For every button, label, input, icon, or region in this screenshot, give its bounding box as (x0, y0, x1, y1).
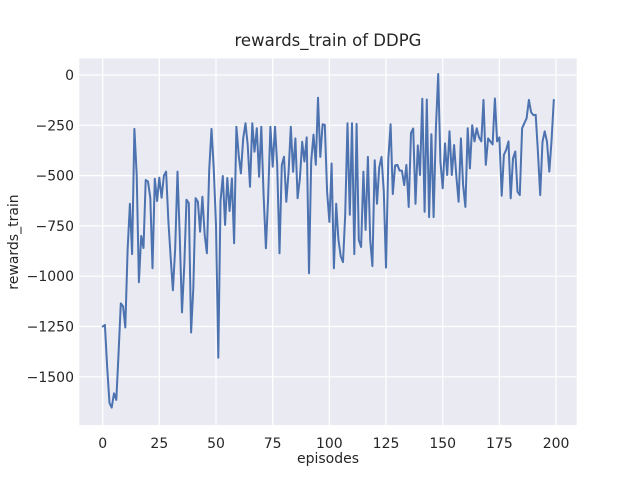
y-axis-label: rewards_train (6, 194, 22, 290)
x-tick-label: 25 (150, 436, 168, 452)
x-tick-label: 200 (543, 436, 570, 452)
y-tick-label: −1000 (27, 269, 74, 285)
series-line-rewards_train (101, 73, 555, 409)
x-tick-label: 125 (373, 436, 400, 452)
chart-title: rewards_train of DDPG (234, 31, 422, 50)
x-tick-label: 50 (207, 436, 225, 452)
series-layer (101, 73, 555, 409)
y-tick-label: −250 (36, 118, 74, 134)
y-tick-label: −750 (36, 219, 74, 235)
x-axis-label: episodes (296, 451, 360, 467)
x-tick-label: 100 (316, 436, 343, 452)
x-tick-label: 175 (486, 436, 513, 452)
x-tick-label: 0 (98, 436, 107, 452)
y-tick-labels: 0 −250 −500 −750 −1000 −1250 −1500 (27, 68, 74, 386)
y-tick-label: −500 (36, 169, 74, 185)
x-tick-labels: 0 25 50 75 100 125 150 175 200 (98, 436, 569, 452)
y-tick-label: −1250 (27, 320, 74, 336)
y-tick-label: −1500 (27, 370, 74, 386)
x-tick-label: 75 (264, 436, 282, 452)
x-tick-label: 150 (429, 436, 456, 452)
y-tick-label: 0 (65, 68, 74, 84)
